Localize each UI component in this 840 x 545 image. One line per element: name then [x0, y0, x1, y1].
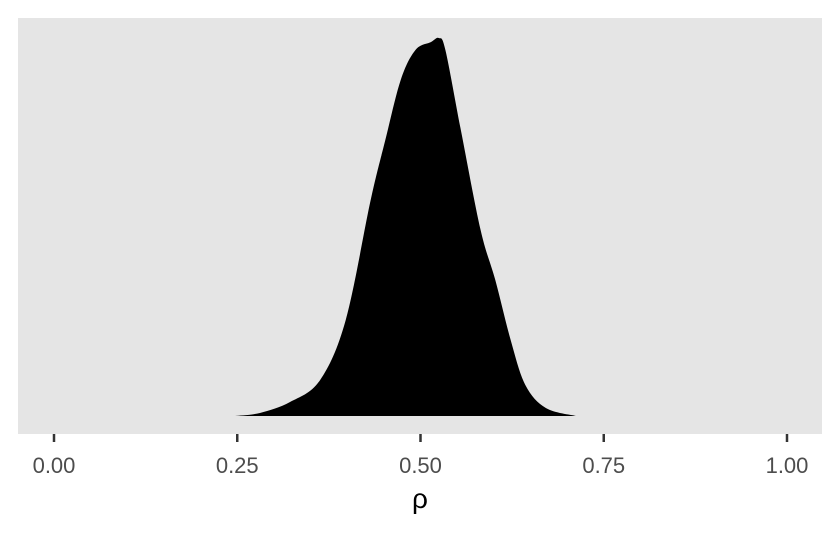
- x-tick-label: 0.50: [399, 453, 442, 478]
- x-tick-label: 1.00: [766, 453, 809, 478]
- x-tick-label: 0.75: [582, 453, 625, 478]
- density-area: [235, 37, 576, 416]
- x-axis: 0.00 0.25 0.50 0.75 1.00: [33, 434, 809, 478]
- x-axis-label: ρ: [412, 483, 428, 514]
- x-tick-label: 0.25: [216, 453, 259, 478]
- x-tick-label: 0.00: [33, 453, 76, 478]
